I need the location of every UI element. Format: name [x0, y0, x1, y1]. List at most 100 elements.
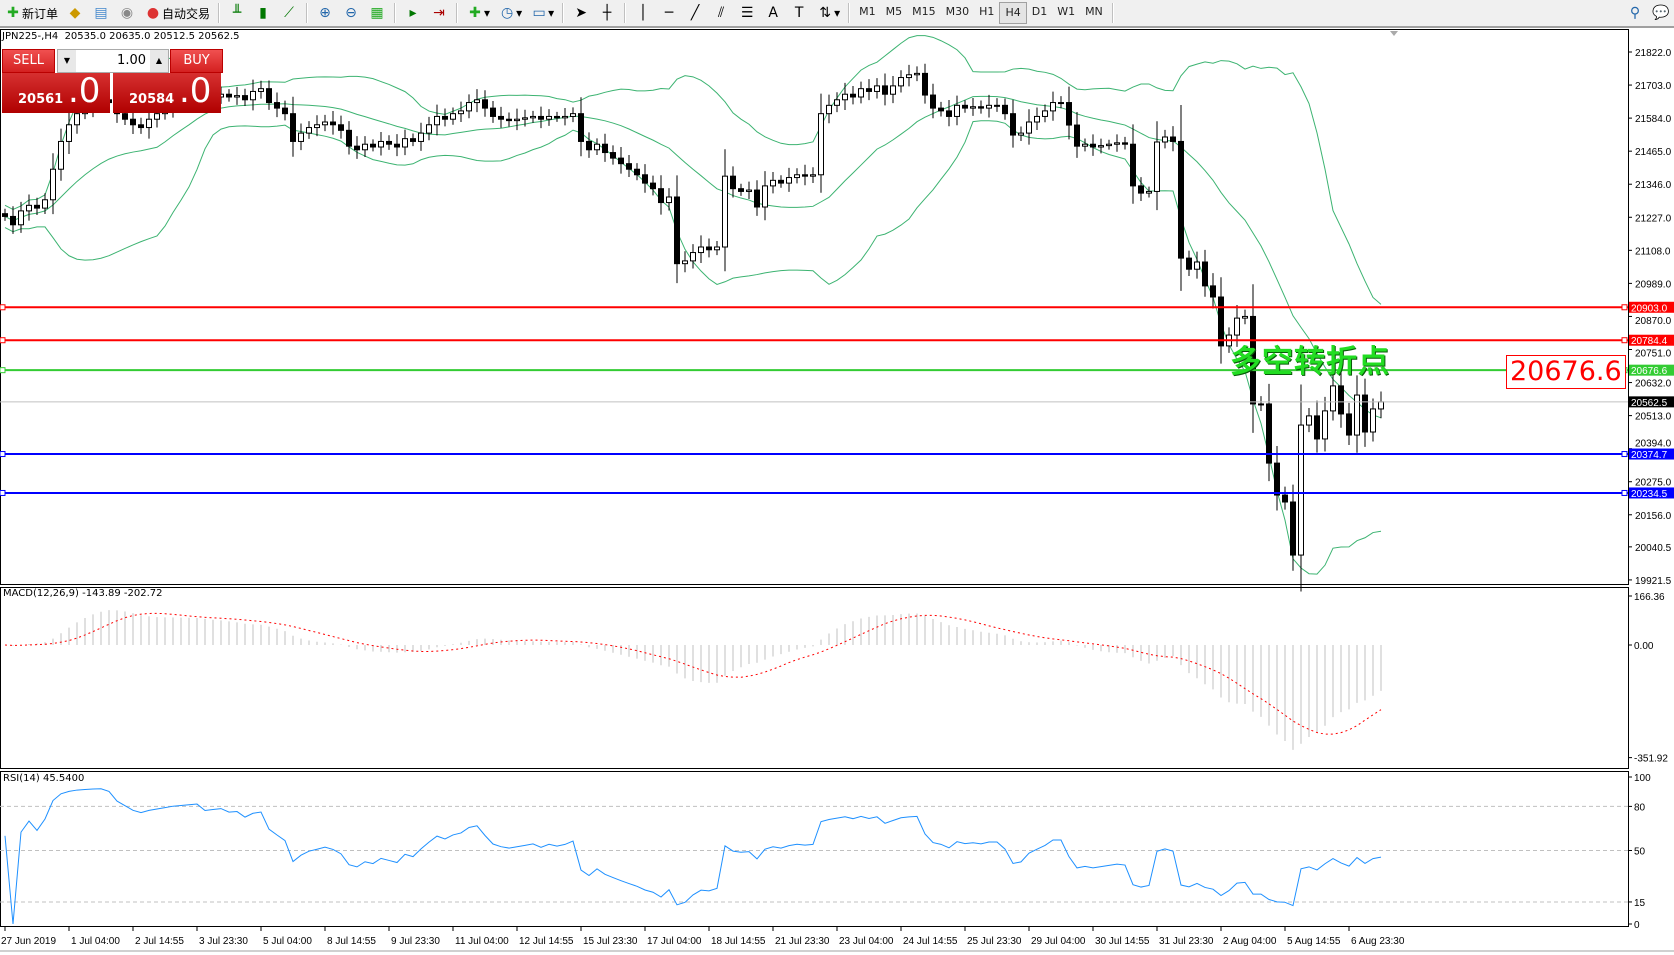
- market-watch-icon: ◆: [69, 5, 81, 21]
- timeframe-m5[interactable]: M5: [885, 5, 903, 18]
- candle-body: [394, 143, 400, 148]
- candle: [650, 175, 656, 196]
- candlestick-button[interactable]: ▮: [251, 2, 275, 24]
- timeframe-h4[interactable]: H4: [999, 2, 1027, 24]
- timeframe-m1[interactable]: M1: [859, 5, 876, 18]
- candle-body: [1242, 315, 1248, 319]
- candle: [34, 197, 40, 215]
- candle-body: [122, 113, 128, 120]
- chart-annotation-text[interactable]: 多空转折点: [1230, 344, 1390, 380]
- candle-body: [1202, 261, 1208, 287]
- new-order-button[interactable]: ✚ 新订单: [1, 2, 61, 24]
- candle: [506, 112, 512, 127]
- candle: [1266, 383, 1272, 482]
- timeframe-m15[interactable]: M15: [912, 5, 936, 18]
- candle-body: [906, 74, 912, 79]
- candle-body: [642, 174, 648, 184]
- market-watch-button[interactable]: ◆: [63, 2, 87, 24]
- crosshair-icon: ┼: [602, 5, 612, 21]
- timeframe-mn[interactable]: MN: [1085, 5, 1103, 18]
- signals-icon: ◉: [120, 5, 134, 21]
- chat-icon: 💬: [1652, 5, 1670, 21]
- candle-body: [2, 213, 8, 217]
- cursor-button[interactable]: ➤: [569, 2, 593, 24]
- candle: [738, 183, 744, 196]
- horizontal-line-button[interactable]: ─: [657, 2, 681, 24]
- candle-body: [514, 118, 520, 122]
- candle: [634, 163, 640, 181]
- candle-body: [258, 88, 264, 92]
- candle: [490, 101, 496, 123]
- candle: [138, 117, 144, 134]
- timeframe-d1[interactable]: D1: [1031, 5, 1048, 18]
- line-chart-button[interactable]: ⟋: [277, 2, 301, 24]
- candle-body: [842, 93, 848, 101]
- candle: [1154, 121, 1160, 211]
- search-button[interactable]: ⚲: [1623, 2, 1647, 24]
- candle: [594, 138, 600, 156]
- buy-price-button[interactable]: 20584 .0: [113, 71, 221, 113]
- candle-body: [1218, 296, 1224, 347]
- candle-body: [466, 102, 472, 112]
- candle-body: [978, 106, 984, 109]
- crosshair-button[interactable]: ┼: [595, 2, 619, 24]
- timeframe-w1[interactable]: W1: [1057, 5, 1076, 18]
- bar-chart-button[interactable]: ╨: [225, 2, 249, 24]
- trendline-button[interactable]: ╱: [683, 2, 707, 24]
- arrows-button[interactable]: ⇅ ▾: [813, 2, 843, 24]
- candle-body: [458, 110, 464, 115]
- chat-button[interactable]: 💬: [1649, 2, 1673, 24]
- candle: [698, 235, 704, 264]
- auto-trading-button[interactable]: ● 自动交易: [141, 2, 213, 24]
- zoom-in-button[interactable]: ⊕: [313, 2, 337, 24]
- candle: [482, 90, 488, 117]
- candle: [754, 180, 760, 216]
- candle-body: [50, 168, 56, 201]
- lot-decrease-button[interactable]: ▼: [58, 50, 76, 72]
- candle: [746, 181, 752, 200]
- candle-body: [994, 104, 1000, 107]
- candle: [722, 149, 728, 272]
- text-label-button[interactable]: T: [787, 2, 811, 24]
- sell-button[interactable]: SELL: [2, 49, 55, 73]
- price-chart[interactable]: 21822.0 21703.0 21584.0 21465.0 21346.0 21227…: [0, 28, 1674, 955]
- sell-price-button[interactable]: 20561 .0: [2, 71, 110, 113]
- templates-button[interactable]: ▭ ▾: [527, 2, 557, 24]
- lot-size-input[interactable]: ▼ 1.00 ▲: [57, 49, 169, 73]
- lot-increase-button[interactable]: ▲: [150, 50, 168, 72]
- timeframe-h1[interactable]: H1: [979, 5, 995, 18]
- zoom-out-button[interactable]: ⊖: [339, 2, 363, 24]
- tile-windows-button[interactable]: ▦: [365, 2, 389, 24]
- chart-shift-button[interactable]: ⇥: [427, 2, 451, 24]
- buy-button-label[interactable]: BUY: [170, 49, 223, 73]
- candle-body: [1258, 403, 1264, 406]
- autoscroll-button[interactable]: ▸: [401, 2, 425, 24]
- candle: [1090, 134, 1096, 156]
- fibonacci-button[interactable]: ☰: [735, 2, 759, 24]
- candle-body: [1082, 143, 1088, 147]
- candle: [954, 95, 960, 126]
- navigator-button[interactable]: ▤: [89, 2, 113, 24]
- periods-button[interactable]: ◷ ▾: [495, 2, 525, 24]
- candle: [1274, 445, 1280, 511]
- time-axis-label: 24 Jul 14:55: [903, 936, 958, 947]
- candle-body: [410, 138, 416, 142]
- candle-body: [402, 138, 408, 148]
- candle: [258, 80, 264, 99]
- candle-body: [962, 104, 968, 109]
- candle-body: [322, 121, 328, 126]
- candle: [730, 166, 736, 198]
- price-label-annotation[interactable]: 20676.6: [1506, 355, 1626, 389]
- timeframe-m30[interactable]: M30: [945, 5, 970, 18]
- candle: [130, 108, 136, 135]
- indicators-button[interactable]: ✚ ▾: [463, 2, 493, 24]
- candle-body: [42, 199, 48, 209]
- equidistant-channel-icon: ⫽: [718, 5, 725, 21]
- signals-button[interactable]: ◉: [115, 2, 139, 24]
- text-button[interactable]: A: [761, 2, 785, 24]
- vertical-line-button[interactable]: │: [631, 2, 655, 24]
- equidistant-channel-button[interactable]: ⫽: [709, 2, 733, 24]
- sell-price-pips: .0: [68, 71, 101, 111]
- new-order-icon: ✚: [7, 5, 19, 21]
- candle: [458, 101, 464, 123]
